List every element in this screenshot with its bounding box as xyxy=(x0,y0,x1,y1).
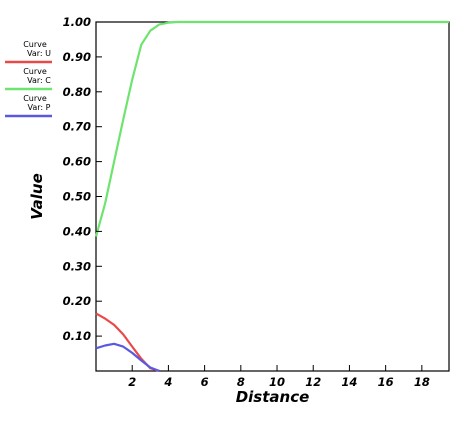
x-axis: 2 4 6 8 10 12 14 16 18 xyxy=(128,365,430,389)
legend-series-name: Var: C xyxy=(27,76,51,85)
legend-title: Curve xyxy=(23,94,47,103)
legend-series-name: Var: P xyxy=(28,103,51,112)
y-tick-label: 0.60 xyxy=(63,155,91,169)
series-line-1 xyxy=(95,312,160,373)
y-tick-label: 0.30 xyxy=(63,259,91,273)
y-tick-label: 1.00 xyxy=(63,15,91,29)
plot-area xyxy=(94,20,450,373)
y-tick-label: 0.70 xyxy=(63,120,91,134)
x-tick-label: 2 xyxy=(128,375,136,389)
series-layer xyxy=(94,20,449,373)
y-tick-label: 0.90 xyxy=(63,50,91,64)
legend-title: Curve xyxy=(23,40,47,49)
plot-frame xyxy=(95,21,450,372)
legend-series-name: Var: U xyxy=(27,49,51,58)
y-tick-label: 0.10 xyxy=(63,329,91,343)
y-axis: 0.10 0.20 0.30 0.40 0.50 0.60 0.70 0.80 0.90 1.00 xyxy=(63,15,102,343)
x-tick-label: 16 xyxy=(378,375,394,389)
x-tick-label: 18 xyxy=(414,375,430,389)
x-tick-label: 10 xyxy=(269,375,285,389)
series-line-2 xyxy=(94,20,449,237)
legend-title: Curve xyxy=(23,67,47,76)
x-tick-label: 4 xyxy=(163,375,172,389)
x-tick-label: 8 xyxy=(237,375,245,389)
series-line-3 xyxy=(95,342,160,373)
y-tick-label: 0.20 xyxy=(63,294,91,308)
x-tick-label: 14 xyxy=(341,375,357,389)
x-tick-label: 6 xyxy=(201,375,209,389)
y-tick-label: 0.40 xyxy=(63,224,91,238)
y-tick-label: 0.50 xyxy=(63,190,91,204)
x-tick-label: 12 xyxy=(305,375,321,389)
y-tick-label: 0.80 xyxy=(63,85,91,99)
y-axis-title: Value xyxy=(28,173,46,220)
x-axis-title: Distance xyxy=(236,388,310,406)
